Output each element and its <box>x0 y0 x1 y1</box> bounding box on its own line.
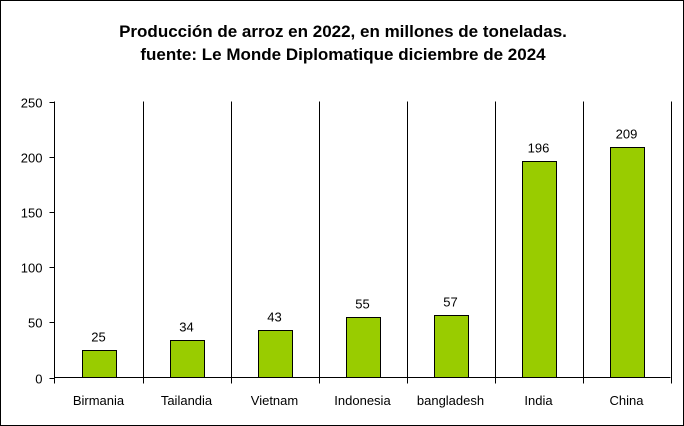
chart-subtitle: fuente: Le Monde Diplomatique diciembre … <box>140 45 546 64</box>
x-tick-label: Indonesia <box>334 393 391 408</box>
x-tick-label: India <box>524 393 553 408</box>
x-tick-label: bangladesh <box>417 393 484 408</box>
bar <box>170 340 205 378</box>
bar <box>610 147 645 378</box>
x-tick-label: Birmania <box>73 393 125 408</box>
chart-title: Producción de arroz en 2022, en millones… <box>119 22 567 41</box>
data-label: 209 <box>616 127 638 142</box>
bar <box>522 161 557 378</box>
y-tick-label: 100 <box>21 261 43 276</box>
x-tick-label: China <box>610 393 645 408</box>
x-tick-label: Vietnam <box>251 393 298 408</box>
data-label: 43 <box>267 310 281 325</box>
y-tick-label: 50 <box>28 316 42 331</box>
data-label: 55 <box>355 297 369 312</box>
x-tick-label: Tailandia <box>161 393 213 408</box>
bar <box>346 317 381 378</box>
y-tick-label: 150 <box>21 206 43 221</box>
bar <box>82 350 117 378</box>
data-label: 34 <box>179 320 193 335</box>
data-label: 25 <box>91 330 105 345</box>
y-tick-label: 0 <box>35 372 42 387</box>
bar <box>434 315 469 378</box>
data-label: 57 <box>443 295 457 310</box>
y-tick-label: 200 <box>21 151 43 166</box>
y-tick-label: 250 <box>21 96 43 111</box>
data-label: 196 <box>528 141 550 156</box>
bar <box>258 330 293 378</box>
